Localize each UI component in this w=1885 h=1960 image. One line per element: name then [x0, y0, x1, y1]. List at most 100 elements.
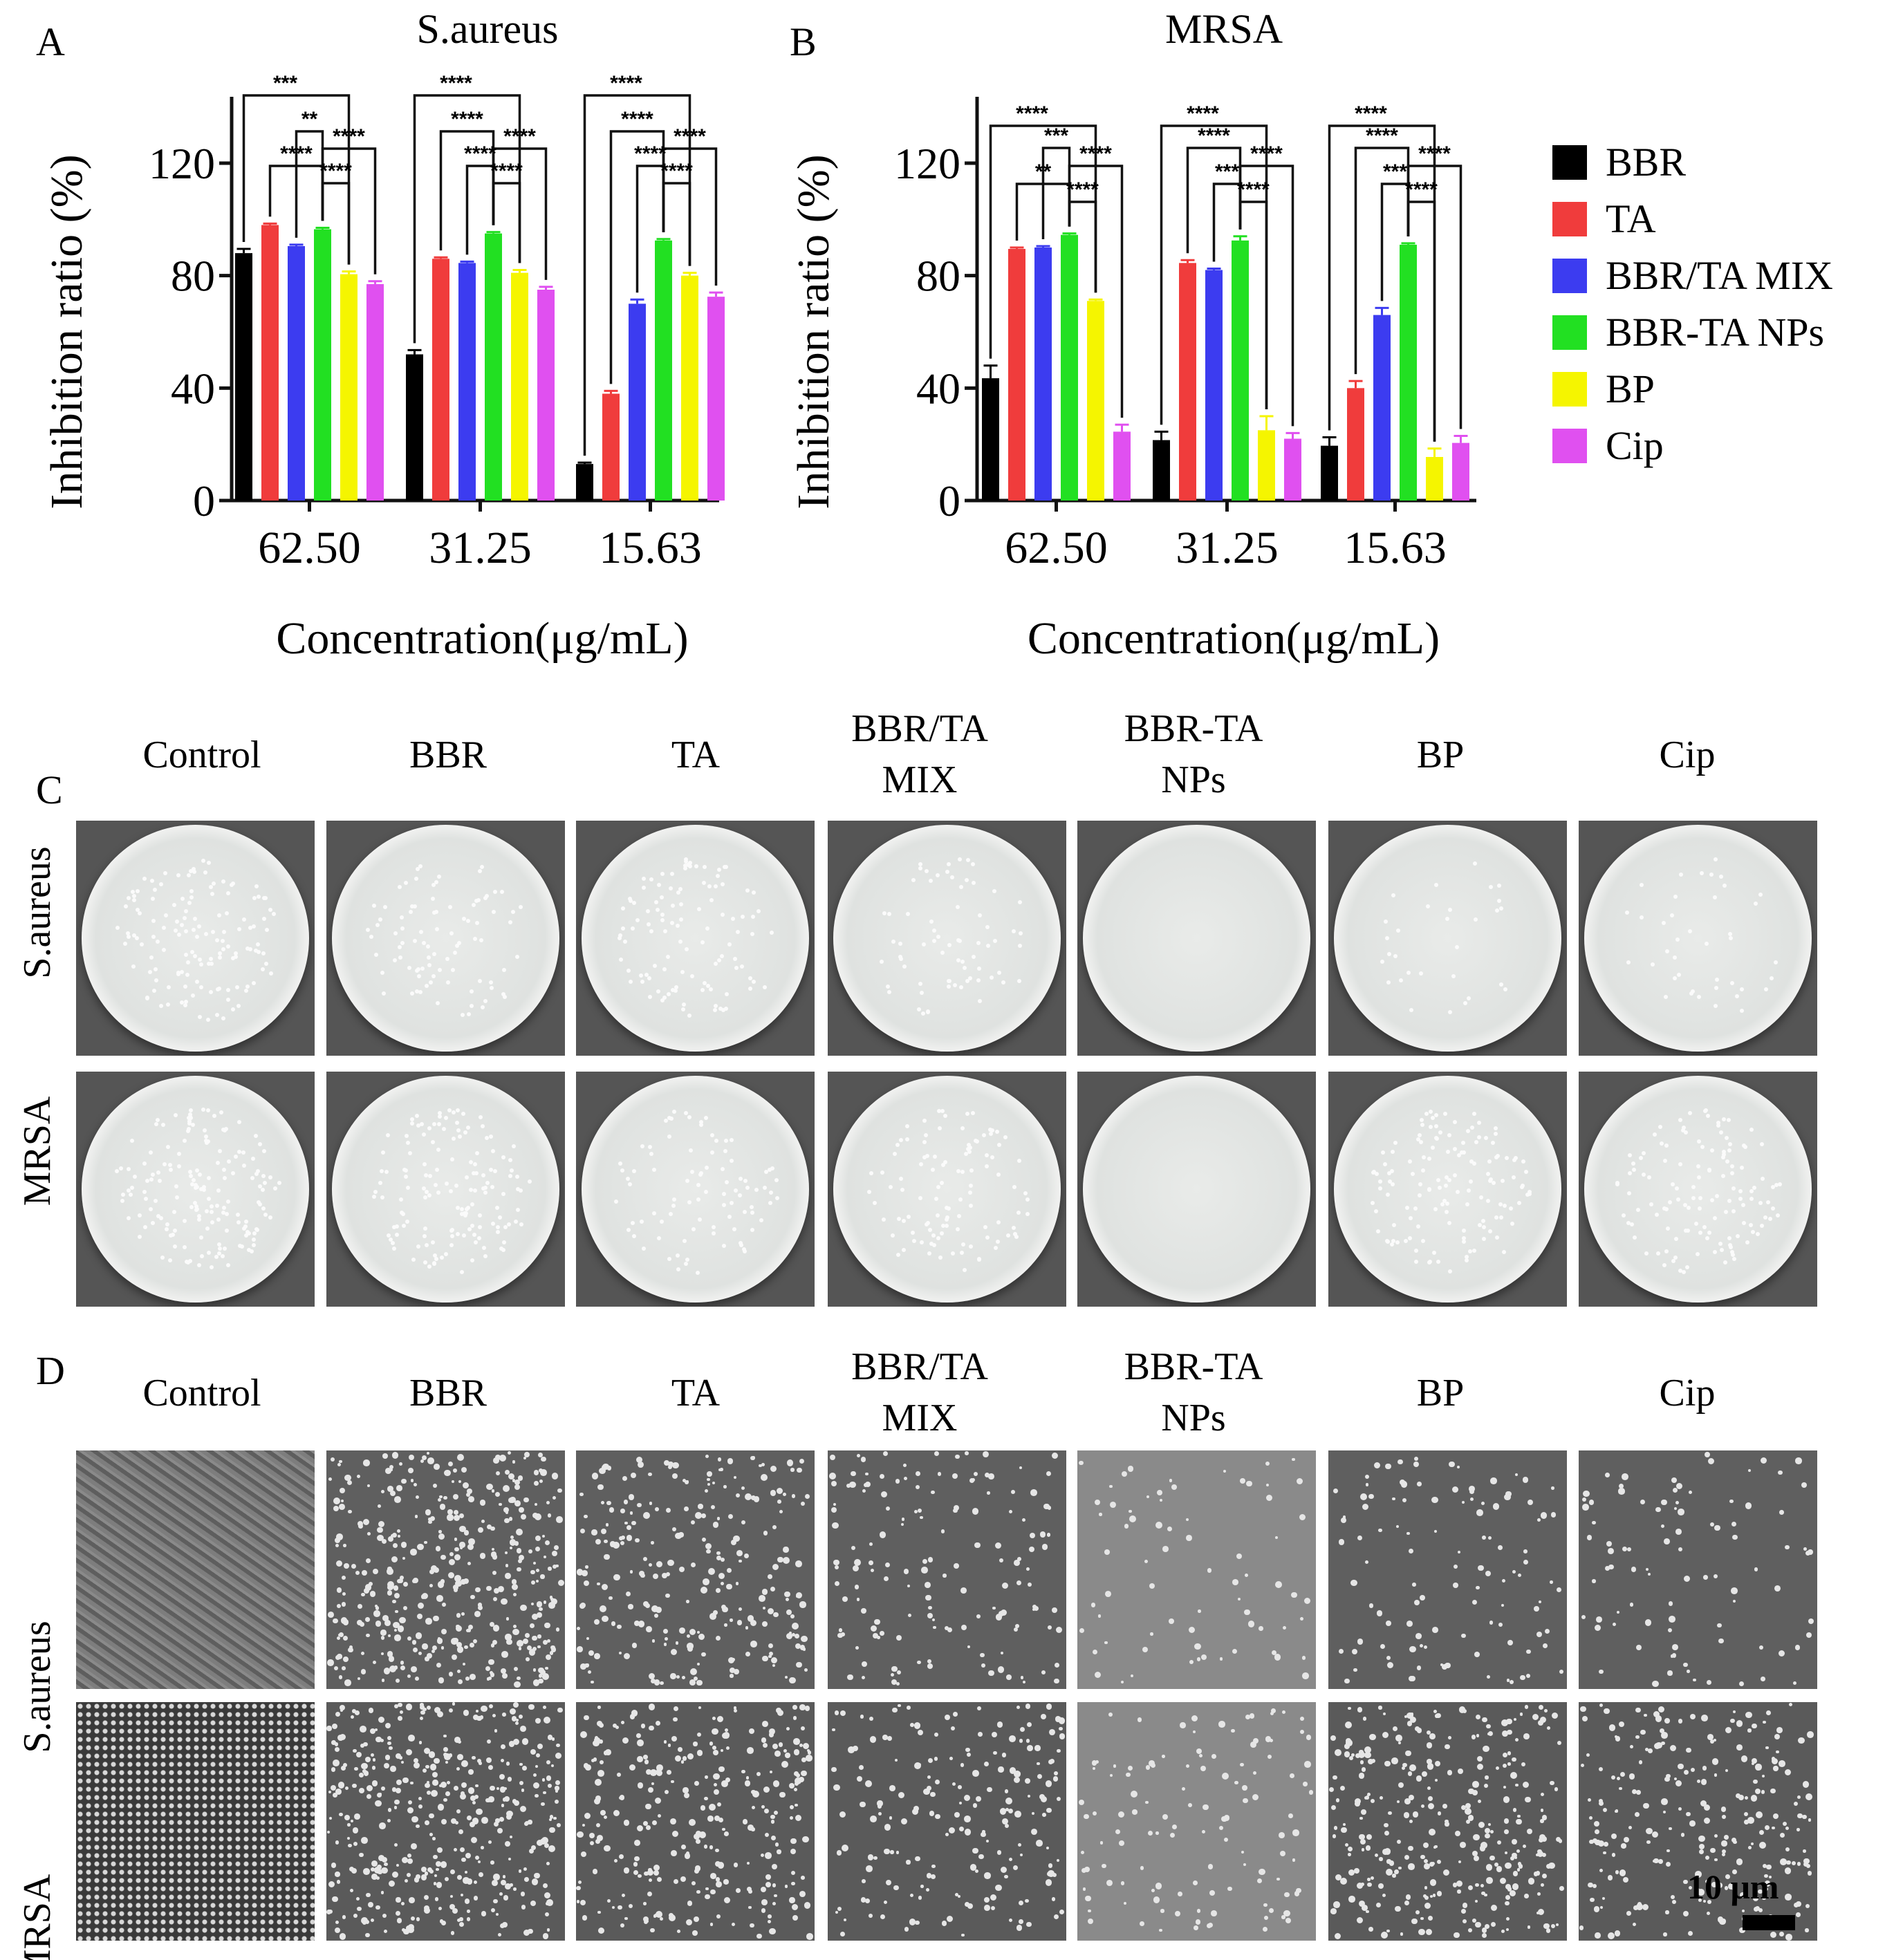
- bar: [1087, 301, 1104, 501]
- significance-label: ****: [280, 142, 313, 165]
- bar: [1061, 234, 1078, 501]
- x-tick-label: 31.25: [1176, 523, 1279, 573]
- bar: [602, 393, 620, 501]
- row-label: S.aureus: [16, 1621, 59, 1753]
- column-label: BP: [1417, 1372, 1465, 1415]
- significance-bracket: [1406, 200, 1436, 442]
- x-tick-label: 62.50: [258, 523, 361, 573]
- bar: [406, 354, 423, 501]
- significance-label: ****: [1016, 102, 1048, 125]
- significance-label: ****: [634, 142, 667, 165]
- bar: [1400, 244, 1417, 501]
- column-label: Control: [142, 734, 261, 776]
- bar: [537, 290, 555, 501]
- bar: [1321, 445, 1338, 501]
- bar: [432, 259, 449, 501]
- column-label: TA: [671, 1372, 721, 1415]
- bar: [458, 263, 476, 501]
- bar: [1284, 438, 1301, 501]
- significance-label: ****: [490, 160, 523, 183]
- significance-bracket: [1068, 200, 1097, 293]
- panel-letter-c: C: [36, 767, 63, 812]
- significance-label: ****: [621, 108, 653, 131]
- significance-bracket: [321, 182, 351, 265]
- significance-label: ****: [1366, 124, 1398, 147]
- y-tick-label: 120: [894, 139, 960, 188]
- column-label: BP: [1417, 734, 1465, 776]
- legend-swatch: [1552, 259, 1587, 293]
- bar: [235, 253, 252, 501]
- bar: [314, 229, 331, 501]
- row-label: MRSA: [16, 1874, 59, 1960]
- y-axis-label: Inhibition ratio (%): [788, 154, 839, 509]
- significance-label: ****: [610, 72, 642, 95]
- significance-bracket: [242, 94, 351, 265]
- y-tick-label: 40: [916, 364, 960, 413]
- y-tick-label: 0: [193, 476, 215, 525]
- significance-label: ****: [319, 160, 352, 183]
- significance-bracket: [1238, 200, 1268, 409]
- x-axis-label: Concentration(μg/mL): [1028, 613, 1440, 664]
- x-tick-label: 31.25: [429, 523, 532, 573]
- significance-label: ***: [273, 72, 297, 95]
- legend-label: BP: [1606, 366, 1655, 411]
- y-tick-label: 80: [916, 252, 960, 301]
- bar: [1373, 315, 1391, 501]
- column-label: MIX: [882, 758, 958, 801]
- legend-label: BBR: [1606, 140, 1686, 185]
- photo-labels: Control BBR TA BBR/TA MIX BBR-TA NPs BP Cip Contr…: [16, 707, 1715, 1960]
- significance-label: ***: [1383, 160, 1407, 183]
- x-tick-label: 15.63: [599, 523, 702, 573]
- legend-swatch: [1552, 145, 1587, 180]
- significance-label: ****: [1418, 142, 1451, 165]
- bar: [1232, 240, 1249, 501]
- panel-letter-a: A: [36, 19, 65, 64]
- column-label: BBR: [409, 734, 488, 776]
- legend-swatch: [1552, 372, 1587, 407]
- bar: [1205, 270, 1223, 501]
- row-label: S.aureus: [16, 846, 59, 978]
- column-label: BBR-TA: [1124, 1345, 1263, 1388]
- column-label: BBR: [409, 1372, 488, 1415]
- column-label: BBR/TA: [851, 707, 988, 750]
- legend-swatch: [1552, 429, 1587, 463]
- column-label: BBR-TA: [1124, 707, 1263, 750]
- column-label: Cip: [1660, 734, 1716, 776]
- bar: [1426, 456, 1443, 501]
- bar: [681, 275, 698, 501]
- column-label: TA: [671, 734, 721, 776]
- x-axis-label: Concentration(μg/mL): [276, 613, 688, 664]
- bar: [1153, 440, 1170, 501]
- significance-label: ****: [1187, 102, 1219, 125]
- significance-label: ****: [1066, 178, 1099, 201]
- significance-label: **: [301, 108, 318, 131]
- significance-label: ****: [1405, 178, 1438, 201]
- bar: [1179, 263, 1196, 501]
- y-axis-label: Inhibition ratio (%): [41, 154, 92, 509]
- significance-bracket: [492, 182, 521, 263]
- legend-swatch: [1552, 202, 1587, 236]
- y-tick-label: 40: [171, 364, 215, 413]
- y-tick-label: 0: [938, 476, 960, 525]
- legend-label: TA: [1606, 196, 1656, 241]
- bar-chart-a: 0 40 80 120 Inhibition ratio (%) Concentratio…: [41, 72, 725, 664]
- significance-label: ***: [1215, 160, 1239, 183]
- bar: [655, 240, 672, 501]
- bar: [261, 225, 279, 501]
- y-tick-label: 120: [149, 139, 215, 188]
- bar: [1008, 249, 1025, 501]
- panel-letter-d: D: [36, 1348, 65, 1393]
- significance-bracket: [662, 182, 691, 266]
- significance-label: ****: [503, 125, 536, 148]
- column-label: BBR/TA: [851, 1345, 988, 1388]
- row-label: MRSA: [16, 1096, 59, 1206]
- bar: [366, 283, 384, 501]
- significance-label: ****: [333, 125, 365, 148]
- column-label: MIX: [882, 1397, 958, 1439]
- chart-title-a: S.aureus: [417, 6, 559, 52]
- bar: [1347, 388, 1364, 501]
- bar: [1034, 248, 1052, 501]
- significance-bracket: [583, 94, 691, 456]
- legend-label: Cip: [1606, 423, 1664, 468]
- bar: [1452, 442, 1469, 501]
